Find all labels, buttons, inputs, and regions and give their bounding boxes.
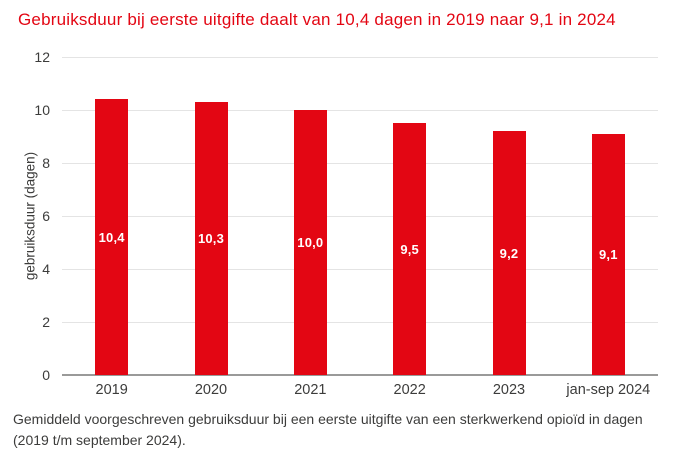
y-tick-label: 4 (42, 261, 50, 277)
bar-value-label: 9,5 (400, 241, 419, 257)
y-tick-label: 0 (42, 367, 50, 383)
y-tick-label: 12 (34, 49, 50, 65)
bar-value-label: 9,1 (598, 246, 618, 262)
x-tick-label: 2019 (95, 382, 128, 398)
bar-value-label: 10,3 (197, 231, 225, 247)
y-tick-label: 8 (42, 155, 50, 171)
x-tick-label: 2022 (393, 382, 426, 398)
bar-jan-sep 2024: 9,1 (591, 133, 625, 375)
y-tick-label: 10 (34, 102, 50, 118)
gridline (62, 216, 658, 217)
bar-value-label: 10,0 (297, 235, 324, 250)
gridline (62, 110, 658, 111)
x-tick-label: 2021 (294, 382, 327, 398)
bar-value-label: 9,2 (499, 245, 519, 261)
bar-2019: 10,4 (95, 99, 129, 375)
x-axis-line (62, 374, 658, 376)
x-tick-label: 2020 (194, 382, 228, 398)
bar-2023: 9,2 (492, 131, 526, 375)
bar-2020: 10,3 (194, 102, 228, 375)
x-tick-label: 2023 (492, 382, 526, 398)
bar-2021: 10,0 (293, 110, 327, 375)
bar-value-label: 10,4 (98, 229, 125, 245)
chart-title: Gebruiksduur bij eerste uitgifte daalt v… (18, 10, 616, 29)
x-tick-label: jan-sep 2024 (566, 382, 651, 398)
plot-area: 10,4 10,3 10,0 9,5 9,2 9,1 (62, 57, 658, 376)
y-tick-label: 2 (42, 314, 50, 330)
y-tick-label: 6 (42, 208, 50, 224)
gridline (62, 322, 658, 323)
gridline (62, 163, 658, 164)
chart-footnote: Gemiddeld voorgeschreven gebruiksduur bi… (13, 411, 643, 448)
gridline (62, 57, 658, 58)
bar-2022: 9,5 (393, 123, 427, 375)
gridline (62, 269, 658, 270)
